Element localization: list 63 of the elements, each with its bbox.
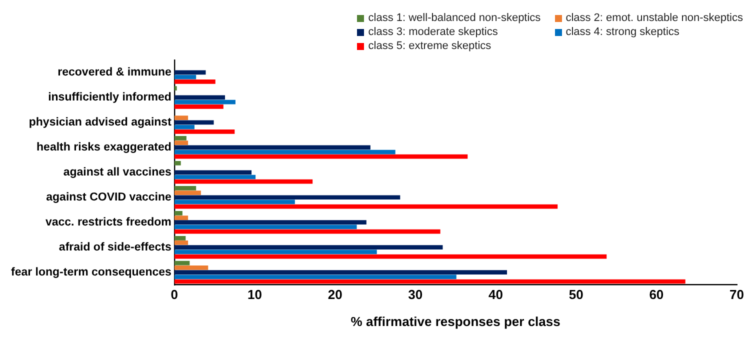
bar [174, 236, 186, 240]
bar [174, 195, 400, 200]
bar [174, 274, 456, 280]
bar [174, 100, 236, 104]
bar [174, 124, 194, 130]
y-tick-label: vacc. restricts freedom [45, 216, 172, 229]
bar [174, 136, 186, 140]
legend-label: class 4: strong skeptics [566, 26, 680, 38]
bar [174, 240, 188, 245]
y-tick-label: physician advised against [28, 116, 172, 129]
bar [174, 190, 201, 195]
x-tick-label: 20 [328, 287, 342, 302]
legend-label: class 3: moderate skeptics [368, 26, 498, 38]
bar [174, 200, 295, 204]
x-tick-label: 70 [730, 287, 744, 302]
bar [174, 129, 235, 134]
x-tick-label: 10 [248, 287, 262, 302]
bar [174, 266, 208, 270]
bar [174, 150, 396, 154]
bar [174, 224, 357, 230]
legend-label: class 2: emot. unstable non-skeptics [566, 12, 743, 24]
y-tick-label: fear long-term consequences [11, 266, 172, 278]
bar [174, 204, 558, 209]
bar [174, 161, 181, 166]
bar [174, 120, 214, 125]
y-tick-label: afraid of side-effects [58, 242, 172, 254]
bar [174, 95, 226, 100]
bar [174, 220, 366, 225]
legend-label: class 5: extreme skeptics [368, 40, 492, 52]
bar [174, 145, 370, 150]
bar [174, 86, 177, 90]
bar [174, 216, 188, 220]
x-tick-label: 50 [568, 287, 584, 302]
bar [174, 116, 188, 120]
bar [174, 229, 440, 234]
x-tick-label: 0 [170, 287, 178, 302]
x-tick-label: 40 [488, 287, 503, 302]
bar [174, 254, 607, 259]
bar [174, 270, 508, 274]
bar [174, 186, 196, 190]
y-tick-label: health risks exaggerated [36, 142, 172, 154]
bar [174, 179, 313, 184]
x-axis-title: % affirmative responses per class [350, 314, 560, 329]
bar [174, 279, 686, 284]
bar [174, 210, 182, 216]
x-tick-label: 60 [649, 287, 664, 302]
bar [174, 80, 216, 84]
bar [174, 74, 196, 80]
bar [174, 70, 206, 75]
bar [174, 250, 377, 254]
y-tick-label: insufficiently informed [48, 92, 172, 104]
legend-label: class 1: well-balanced non-skeptics [368, 12, 541, 24]
y-tick-label: against all vaccines [63, 166, 172, 179]
bar [174, 260, 190, 266]
bar [174, 104, 224, 109]
bar [174, 154, 468, 159]
bar [174, 245, 443, 250]
y-tick-label: recovered & immune [58, 66, 172, 79]
x-tick-label: 30 [408, 287, 423, 302]
bar [174, 170, 252, 175]
bar [174, 140, 188, 146]
bar [174, 174, 256, 180]
y-tick-label: against COVID vaccine [46, 192, 172, 204]
